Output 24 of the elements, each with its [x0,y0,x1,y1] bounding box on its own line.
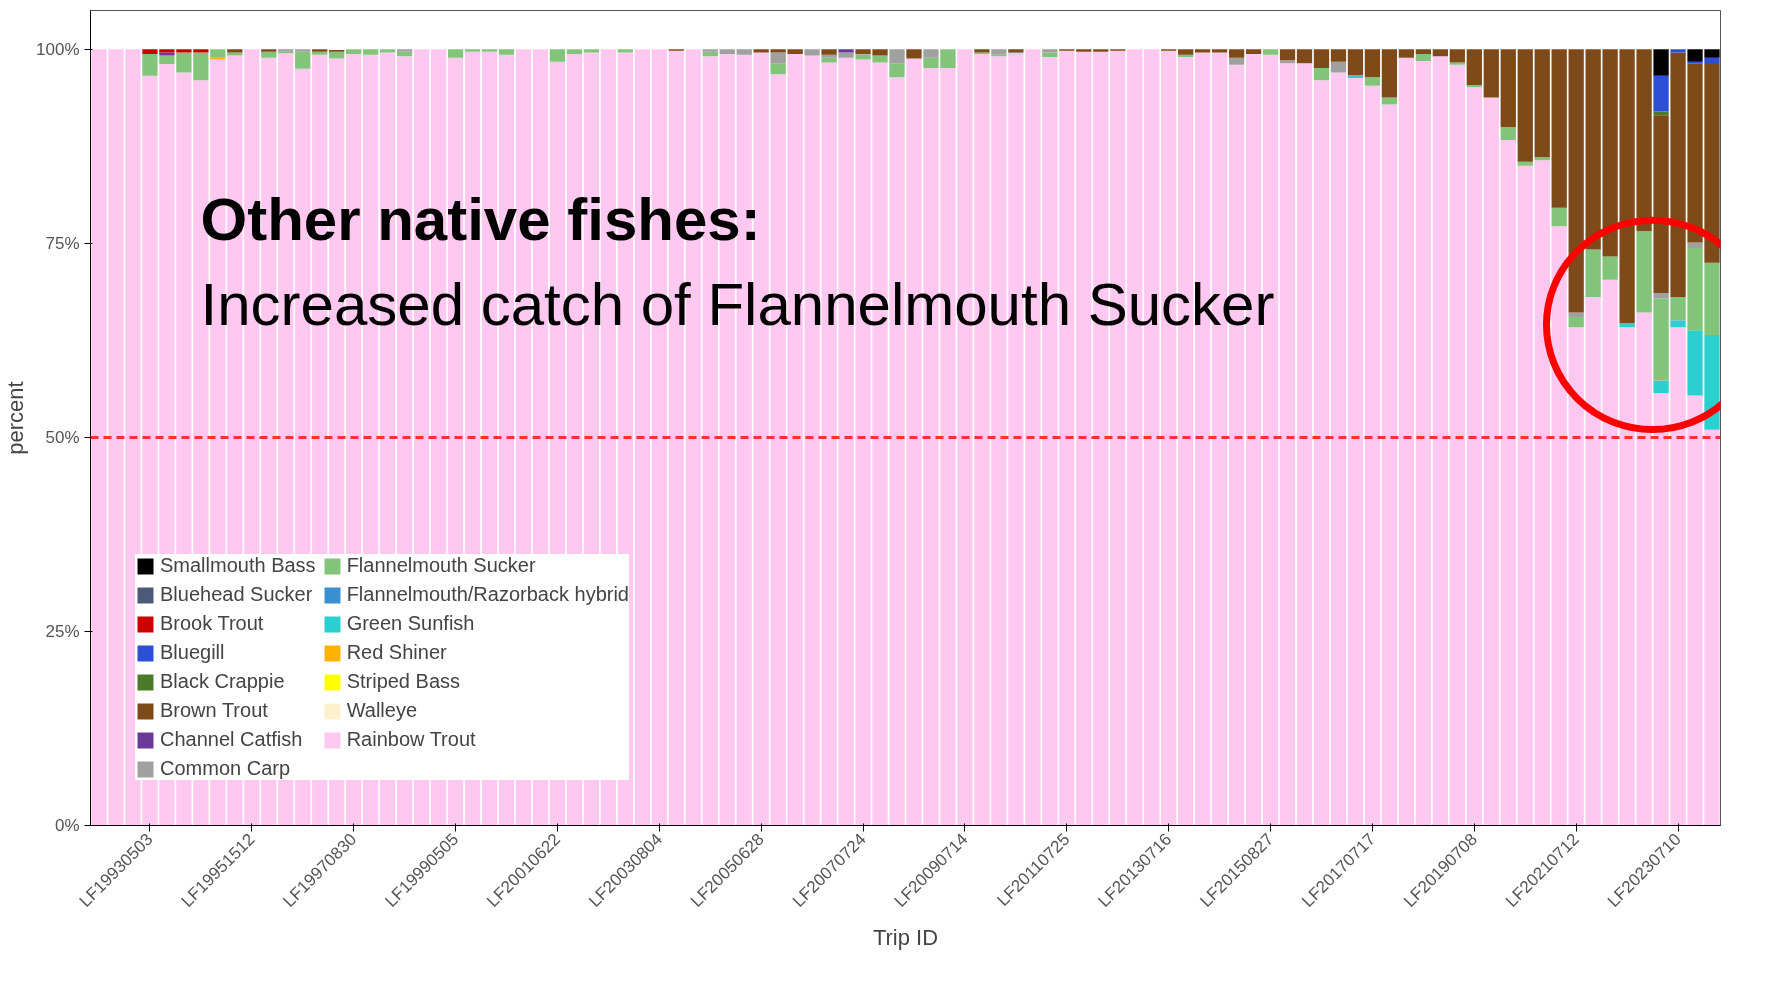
legend-label: Walleye [346,699,418,722]
legend-label: Channel Catfish [160,728,303,751]
x-axis-title: Trip ID [872,925,939,951]
legend-label: Striped Bass [346,670,461,693]
y-tick-label: 25% [45,621,80,641]
legend-label: Brown Trout [160,699,268,722]
legend-label: Red Shiner [346,641,447,664]
legend-label: Flannelmouth/Razorback hybrid [346,583,629,606]
y-tick-label: 50% [45,427,80,447]
legend-label: Green Sunfish [346,612,475,635]
annotation: Increased catch of Flannelmouth Sucker [200,270,1275,338]
legend-label: Rainbow Trout [346,728,476,751]
y-tick-label: 0% [54,816,80,835]
legend-label: Common Carp [160,757,291,780]
y-axis-title: percent [3,381,29,455]
annotation: Other native fishes: [200,185,761,253]
legend-label: Flannelmouth Sucker [346,554,536,577]
y-tick-label: 100% [36,39,80,59]
legend-label: Brook Trout [160,612,264,635]
legend-label: Bluehead Sucker [160,583,313,606]
legend-label: Black Crappie [160,670,285,693]
legend-label: Bluegill [160,641,225,664]
legend-label: Smallmouth Bass [160,554,316,577]
y-tick-label: 75% [45,233,80,253]
